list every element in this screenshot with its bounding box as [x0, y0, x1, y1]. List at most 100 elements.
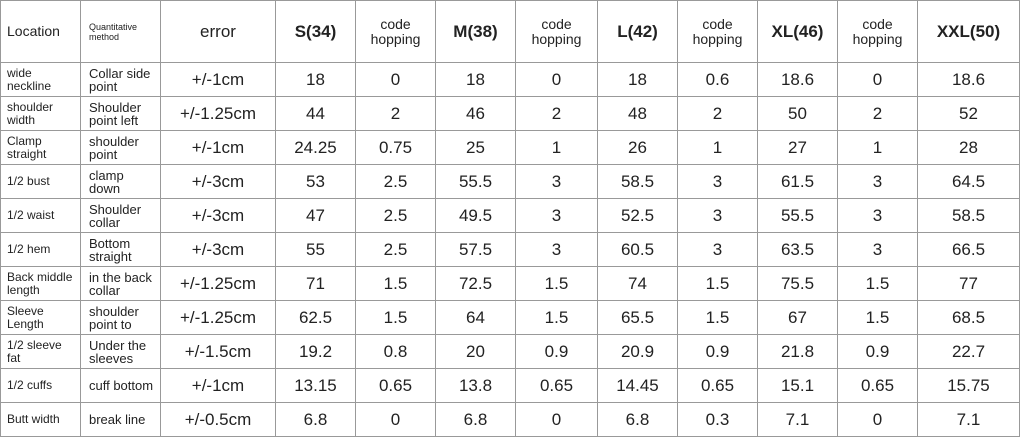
table-cell: shoulder point	[80, 130, 161, 165]
table-cell: 2	[515, 96, 598, 131]
table-row: 1/2 waist Shoulder collar +/-3cm 47 2.5 49.5 3…	[0, 198, 1020, 233]
table-cell: 50	[757, 96, 838, 131]
table-cell: 74	[597, 266, 678, 301]
table-cell: 7.1	[917, 402, 1020, 437]
table-cell: 6.8	[597, 402, 678, 437]
table-row: Sleeve Length shoulder point to +/-1.25cm 6…	[0, 300, 1020, 335]
table-cell: 0.65	[355, 368, 436, 403]
table-cell: Under the sleeves	[80, 334, 161, 369]
table-cell: 61.5	[757, 164, 838, 199]
table-cell: +/-3cm	[160, 232, 276, 267]
table-cell: +/-1.25cm	[160, 300, 276, 335]
table-cell: in the back collar	[80, 266, 161, 301]
table-cell: 7.1	[757, 402, 838, 437]
table-cell: 77	[917, 266, 1020, 301]
table-cell: 1	[515, 130, 598, 165]
table-cell: 0	[355, 402, 436, 437]
header-cell: code hopping	[355, 0, 436, 63]
table-cell: 64	[435, 300, 516, 335]
table-cell: 46	[435, 96, 516, 131]
table-cell: 1/2 cuffs	[0, 368, 81, 403]
table-cell: 1.5	[355, 266, 436, 301]
table-row: 1/2 hem Bottom straight +/-3cm 55 2.5 57.5 3 60…	[0, 232, 1020, 267]
table-row: 1/2 sleeve fat Under the sleeves +/-1.5cm 1…	[0, 334, 1020, 369]
table-cell: 3	[677, 164, 758, 199]
header-cell: error	[160, 0, 276, 63]
table-cell: 24.25	[275, 130, 356, 165]
table-cell: 6.8	[435, 402, 516, 437]
table-cell: 1/2 hem	[0, 232, 81, 267]
table-cell: 2	[677, 96, 758, 131]
table-row: Back middle length in the back collar +/-1…	[0, 266, 1020, 301]
table-cell: 75.5	[757, 266, 838, 301]
table-cell: +/-1.5cm	[160, 334, 276, 369]
table-cell: 66.5	[917, 232, 1020, 267]
table-cell: 14.45	[597, 368, 678, 403]
table-cell: 18.6	[757, 62, 838, 97]
table-cell: 55.5	[435, 164, 516, 199]
table-cell: 1	[837, 130, 918, 165]
table-cell: 0.3	[677, 402, 758, 437]
table-cell: 68.5	[917, 300, 1020, 335]
table-cell: wide neckline	[0, 62, 81, 97]
table-cell: 0	[515, 402, 598, 437]
table-cell: 3	[677, 232, 758, 267]
table-cell: 0.75	[355, 130, 436, 165]
table-cell: 0.65	[515, 368, 598, 403]
header-cell: S(34)	[275, 0, 356, 63]
table-cell: 0.65	[677, 368, 758, 403]
table-cell: 2.5	[355, 232, 436, 267]
table-cell: +/-1cm	[160, 62, 276, 97]
table-cell: 57.5	[435, 232, 516, 267]
table-cell: 13.15	[275, 368, 356, 403]
table-row: wide neckline Collar side point +/-1cm 18 0 1…	[0, 62, 1020, 97]
table-row: Butt width break line +/-0.5cm 6.8 0 6.8 0 6.8 0…	[0, 402, 1020, 437]
table-cell: 2.5	[355, 198, 436, 233]
table-cell: 1.5	[677, 266, 758, 301]
table-cell: 15.75	[917, 368, 1020, 403]
table-cell: 18	[435, 62, 516, 97]
table-cell: Back middle length	[0, 266, 81, 301]
table-cell: 63.5	[757, 232, 838, 267]
table-cell: 2	[355, 96, 436, 131]
table-cell: 6.8	[275, 402, 356, 437]
table-cell: Collar side point	[80, 62, 161, 97]
table-cell: Butt width	[0, 402, 81, 437]
table-cell: 58.5	[597, 164, 678, 199]
table-cell: 52.5	[597, 198, 678, 233]
table-cell: 62.5	[275, 300, 356, 335]
table-cell: 1.5	[515, 300, 598, 335]
header-row: Location Quantitative method error S(34) cod…	[0, 0, 1020, 63]
header-cell: Location	[0, 0, 81, 63]
table-cell: 49.5	[435, 198, 516, 233]
table-cell: 1.5	[677, 300, 758, 335]
table-cell: 26	[597, 130, 678, 165]
table-cell: 0.65	[837, 368, 918, 403]
table-cell: 0	[837, 62, 918, 97]
table-cell: 0	[837, 402, 918, 437]
header-cell: Quantitative method	[80, 0, 161, 63]
table-cell: +/-3cm	[160, 164, 276, 199]
table-cell: +/-1.25cm	[160, 96, 276, 131]
table-cell: Shoulder collar	[80, 198, 161, 233]
table-cell: 1	[677, 130, 758, 165]
table-cell: 1/2 sleeve fat	[0, 334, 81, 369]
table-cell: 72.5	[435, 266, 516, 301]
table-cell: 52	[917, 96, 1020, 131]
table-cell: Shoulder point left	[80, 96, 161, 131]
table-cell: 67	[757, 300, 838, 335]
table-cell: 3	[515, 164, 598, 199]
header-cell: L(42)	[597, 0, 678, 63]
table-cell: +/-3cm	[160, 198, 276, 233]
table-cell: 15.1	[757, 368, 838, 403]
table-cell: 55.5	[757, 198, 838, 233]
table-cell: 18	[275, 62, 356, 97]
table-cell: 28	[917, 130, 1020, 165]
table-row: 1/2 cuffs cuff bottom +/-1cm 13.15 0.65 13.8 0…	[0, 368, 1020, 403]
table-cell: 1.5	[355, 300, 436, 335]
table-cell: 3	[515, 232, 598, 267]
header-cell: XL(46)	[757, 0, 838, 63]
table-cell: shoulder point to	[80, 300, 161, 335]
